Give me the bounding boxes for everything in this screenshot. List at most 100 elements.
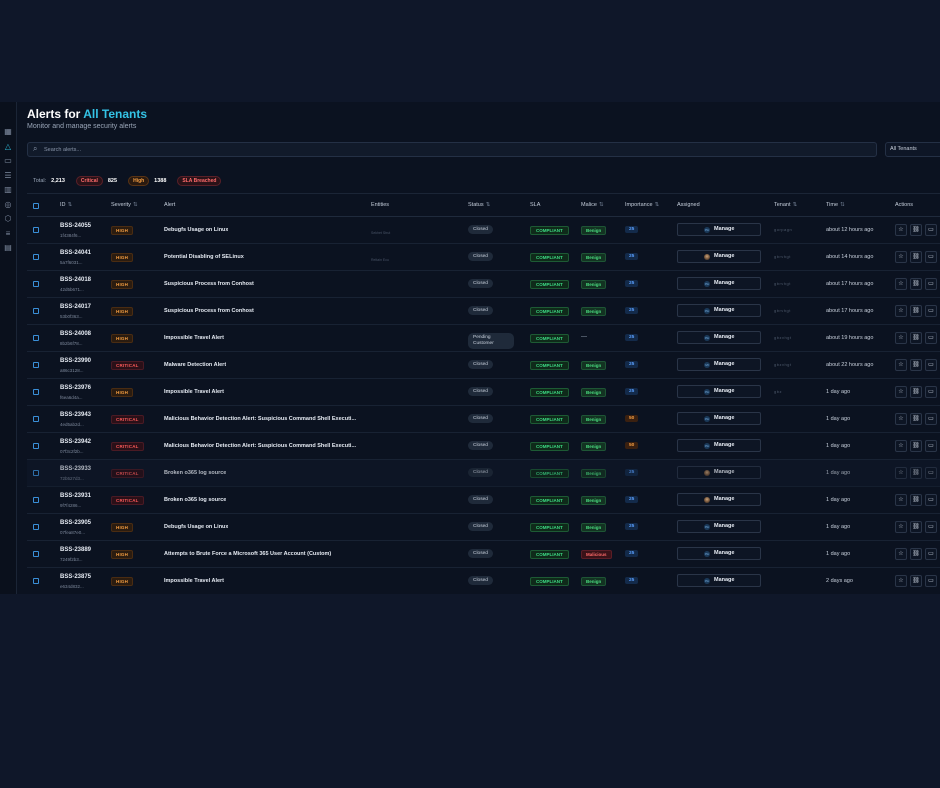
link-icon[interactable]: ⛓ <box>910 548 922 560</box>
link-icon[interactable]: ⛓ <box>910 359 922 371</box>
comment-icon[interactable]: ▭ <box>925 467 937 479</box>
comment-icon[interactable]: ▭ <box>925 386 937 398</box>
manage-assign-button[interactable]: PA Manage <box>677 547 761 560</box>
alert-id[interactable]: BSS-23990 <box>60 358 92 364</box>
alert-id[interactable]: BSS-24018 <box>60 277 92 283</box>
table-row[interactable]: BSS-24041 5a7f6031... HIGH Potential Disabl… <box>27 244 940 271</box>
row-checkbox[interactable] <box>33 578 39 584</box>
row-checkbox[interactable] <box>33 416 39 422</box>
comment-icon[interactable]: ▭ <box>925 440 937 452</box>
critical-filter[interactable]: Critical <box>75 176 103 186</box>
alert-id[interactable]: BSS-23933 <box>60 466 92 472</box>
alert-id[interactable]: BSS-24041 <box>60 250 92 256</box>
manage-assign-button[interactable]: PA Manage <box>677 439 761 452</box>
alert-id[interactable]: BSS-23943 <box>60 412 92 418</box>
comment-icon[interactable]: ▭ <box>925 575 937 587</box>
link-icon[interactable]: ⛓ <box>910 440 922 452</box>
alert-id[interactable]: BSS-23875 <box>60 574 92 580</box>
alert-name[interactable]: Malicious Behavior Detection Alert: Susp… <box>164 443 357 449</box>
alert-icon[interactable]: △ <box>4 142 12 151</box>
manage-assign-button[interactable]: MI Manage <box>677 358 761 371</box>
grid-icon[interactable]: ▦ <box>4 127 12 136</box>
sliders-icon[interactable]: ≡ <box>5 229 11 238</box>
comment-icon[interactable]: ▭ <box>925 332 937 344</box>
link-icon[interactable]: ⛓ <box>910 224 922 236</box>
row-checkbox[interactable] <box>33 308 39 314</box>
star-icon[interactable]: ☆ <box>895 521 907 533</box>
manage-assign-button[interactable]: PA Manage <box>677 331 761 344</box>
manage-assign-button[interactable]: Manage <box>677 493 761 506</box>
star-icon[interactable]: ☆ <box>895 224 907 236</box>
manage-assign-button[interactable]: PA Manage <box>677 412 761 425</box>
table-row[interactable]: BSS-23942 07f3c2f2b... CRITICAL Malicious B… <box>27 433 940 460</box>
tenant-select[interactable]: All Tenants <box>885 142 940 157</box>
star-icon[interactable]: ☆ <box>895 386 907 398</box>
link-icon[interactable]: ⛓ <box>910 467 922 479</box>
table-row[interactable]: BSS-23875 e634d832... HIGH Impossible Trave… <box>27 568 940 594</box>
alert-name[interactable]: Impossible Travel Alert <box>164 335 225 341</box>
manage-assign-button[interactable]: Manage <box>677 466 761 479</box>
row-checkbox[interactable] <box>33 362 39 368</box>
table-row[interactable]: BSS-24055 1f4384f6... HIGH Debugfs Usage on… <box>27 217 940 244</box>
comment-icon[interactable]: ▭ <box>925 251 937 263</box>
alert-name[interactable]: Impossible Travel Alert <box>164 389 225 395</box>
table-row[interactable]: BSS-24018 42d5b671... HIGH Suspicious Proce… <box>27 271 940 298</box>
comment-icon[interactable]: ▭ <box>925 494 937 506</box>
row-checkbox[interactable] <box>33 497 39 503</box>
alert-name[interactable]: Impossible Travel Alert <box>164 578 225 584</box>
star-icon[interactable]: ☆ <box>895 548 907 560</box>
col-malice[interactable]: Malice ⇅ <box>581 202 604 208</box>
manage-assign-button[interactable]: PA Manage <box>677 304 761 317</box>
star-icon[interactable]: ☆ <box>895 251 907 263</box>
table-row[interactable]: BSS-23889 7249f2b3... HIGH Attempts to Brut… <box>27 541 940 568</box>
alert-name[interactable]: Potential Disabling of SELinux <box>164 254 244 260</box>
table-row[interactable]: BSS-23976 f6ea6d4a... HIGH Impossible Trave… <box>27 379 940 406</box>
manage-assign-button[interactable]: PA Manage <box>677 574 761 587</box>
server-icon[interactable]: ☰ <box>4 171 12 180</box>
manage-assign-button[interactable]: PA Manage <box>677 385 761 398</box>
table-row[interactable]: BSS-23905 07fea87e0... HIGH Debugfs Usage o… <box>27 514 940 541</box>
alert-name[interactable]: Suspicious Process from Conhost <box>164 281 254 287</box>
alert-name[interactable]: Malicious Behavior Detection Alert: Susp… <box>164 416 357 422</box>
comment-icon[interactable]: ▭ <box>925 359 937 371</box>
link-icon[interactable]: ⛓ <box>910 386 922 398</box>
sla-breached-filter[interactable]: SLA Breached <box>177 176 222 186</box>
table-row[interactable]: BSS-23931 9f7f4286... CRITICAL Broken o365 … <box>27 487 940 514</box>
comment-icon[interactable]: ▭ <box>925 224 937 236</box>
col-time[interactable]: Time ⇅ <box>826 202 845 208</box>
alert-name[interactable]: Broken o365 log source <box>164 497 227 503</box>
alert-id[interactable]: BSS-24055 <box>60 223 92 229</box>
comment-icon[interactable]: ▭ <box>925 305 937 317</box>
row-checkbox[interactable] <box>33 281 39 287</box>
select-all-checkbox[interactable] <box>33 203 39 209</box>
link-icon[interactable]: ⛓ <box>910 278 922 290</box>
star-icon[interactable]: ☆ <box>895 359 907 371</box>
star-icon[interactable]: ☆ <box>895 332 907 344</box>
manage-assign-button[interactable]: PA Manage <box>677 223 761 236</box>
col-status[interactable]: Status ⇅ <box>468 202 491 208</box>
alert-name[interactable]: Malware Detection Alert <box>164 362 227 368</box>
table-row[interactable]: BSS-23933 72b527d3... CRITICAL Broken o365 … <box>27 460 940 487</box>
link-icon[interactable]: ⛓ <box>910 575 922 587</box>
star-icon[interactable]: ☆ <box>895 440 907 452</box>
star-icon[interactable]: ☆ <box>895 467 907 479</box>
alert-name[interactable]: Attempts to Brute Force a Microsoft 365 … <box>164 551 332 557</box>
col-id[interactable]: ID ⇅ <box>60 202 73 208</box>
comment-icon[interactable]: ▭ <box>925 548 937 560</box>
link-icon[interactable]: ⛓ <box>910 494 922 506</box>
link-icon[interactable]: ⛓ <box>910 305 922 317</box>
row-checkbox[interactable] <box>33 524 39 530</box>
chart-icon[interactable]: ▥ <box>4 185 12 194</box>
alert-name[interactable]: Suspicious Process from Conhost <box>164 308 254 314</box>
alert-id[interactable]: BSS-23931 <box>60 493 92 499</box>
col-tenant[interactable]: Tenant ⇅ <box>774 202 798 208</box>
star-icon[interactable]: ☆ <box>895 278 907 290</box>
alert-id[interactable]: BSS-23905 <box>60 520 92 526</box>
row-checkbox[interactable] <box>33 227 39 233</box>
row-checkbox[interactable] <box>33 470 39 476</box>
link-icon[interactable]: ⛓ <box>910 413 922 425</box>
alert-id[interactable]: BSS-23889 <box>60 547 92 553</box>
alert-name[interactable]: Broken o365 log source <box>164 470 227 476</box>
alert-id[interactable]: BSS-24017 <box>60 304 92 310</box>
file-icon[interactable]: ▤ <box>4 243 12 252</box>
